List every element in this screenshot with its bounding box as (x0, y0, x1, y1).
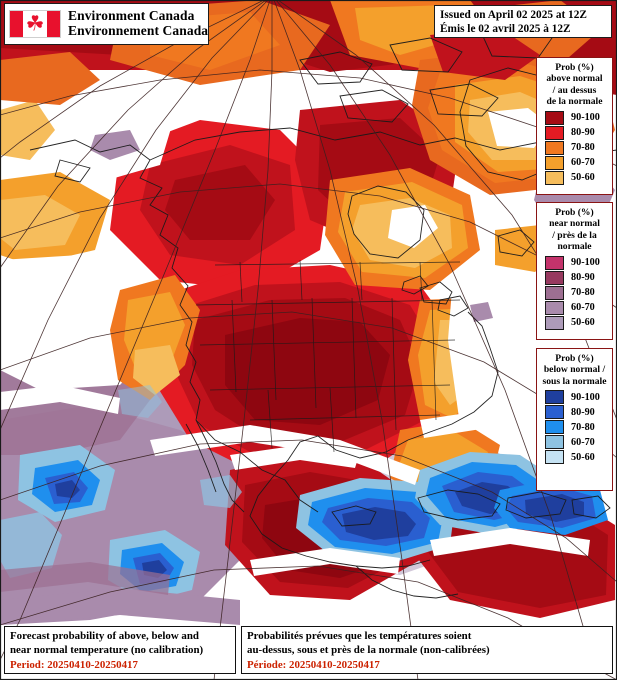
legend-range-label: 90-100 (571, 391, 600, 403)
caption-fr-line1: Probabilités prévues que les température… (247, 630, 472, 642)
state-borders (195, 259, 461, 453)
legend-swatch (545, 110, 564, 125)
legend-row: 70-80 (545, 420, 595, 435)
legend-range-label: 70-80 (571, 287, 595, 299)
maple-leaf-icon: ☘ (25, 11, 45, 36)
legend-row: 60-70 (545, 155, 595, 170)
legend-above-title: Prob (%) above normal / au dessus de la … (542, 62, 607, 107)
legend-above-normal: Prob (%) above normal / au dessus de la … (536, 57, 613, 195)
legend-below-title: Prob (%) below normal / sous la normale (542, 353, 607, 387)
legend-near-title-line-1: near normal (549, 218, 600, 230)
legend-swatch (545, 435, 564, 450)
legend-swatch (545, 420, 564, 435)
caption-en-line1: Forecast probability of above, below and (10, 630, 199, 642)
issued-line-en: Issued on April 02 2025 at 12Z (440, 9, 587, 21)
legend-swatch (545, 300, 564, 315)
legend-row: 60-70 (545, 300, 595, 315)
legend-near-title: Prob (%) near normal / près de la normal… (542, 207, 607, 252)
caption-fr-period: Période: 20250410-20250417 (247, 658, 380, 671)
legend-swatch (545, 140, 564, 155)
legend-row: 50-60 (545, 315, 595, 330)
legend-range-label: 80-90 (571, 127, 595, 139)
legend-row: 80-90 (545, 125, 595, 140)
legend-range-label: 90-100 (571, 112, 600, 124)
legend-swatch (545, 285, 564, 300)
legend-above-rows: 90-100 80-90 70-80 60-70 50-60 (545, 110, 607, 185)
caption-french: Probabilités prévues que les température… (241, 626, 613, 674)
legend-below-title-line-1: below normal / (543, 364, 606, 376)
legend-near-title-line-0: Prob (%) (555, 207, 594, 218)
logo-name-fr: Environnement Canada (68, 23, 209, 38)
legend-swatch (545, 125, 564, 140)
legend-above-title-line-1: above normal (546, 73, 603, 85)
legend-row: 90-100 (545, 255, 600, 270)
legend-row: 80-90 (545, 270, 595, 285)
legend-swatch (545, 155, 564, 170)
legend-row: 50-60 (545, 450, 595, 465)
legend-near-rows: 90-100 80-90 70-80 60-70 50-60 (545, 255, 607, 330)
legend-range-label: 80-90 (571, 406, 595, 418)
caption-en-period: Period: 20250410-20250417 (10, 658, 138, 671)
legend-range-label: 50-60 (571, 172, 595, 184)
legend-row: 60-70 (545, 435, 595, 450)
legend-range-label: 80-90 (571, 272, 595, 284)
legend-swatch (545, 270, 564, 285)
issued-datetime-box: Issued on April 02 2025 at 12Z Émis le 0… (434, 5, 612, 38)
legend-row: 70-80 (545, 285, 595, 300)
legend-above-title-line-2: / au dessus (552, 84, 597, 96)
legend-near-title-line-2: / près de la (552, 229, 597, 241)
canada-flag-icon: ☘ (9, 10, 61, 38)
legend-row: 90-100 (545, 390, 600, 405)
legend-below-title-line-2: sous la normale (542, 375, 607, 387)
legend-swatch (545, 450, 564, 465)
legend-range-label: 60-70 (571, 157, 595, 169)
legend-swatch (545, 390, 564, 405)
legend-range-label: 50-60 (571, 451, 595, 463)
legend-below-title-line-0: Prob (%) (555, 353, 594, 364)
legend-below-rows: 90-100 80-90 70-80 60-70 50-60 (545, 390, 607, 465)
legend-above-title-line-3: de la normale (546, 95, 603, 107)
legend-range-label: 70-80 (571, 421, 595, 433)
caption-fr-line2: au-dessus, sous et près de la normale (n… (247, 644, 490, 657)
flag-right-bar (47, 11, 60, 37)
legend-range-label: 90-100 (571, 257, 600, 269)
legend-swatch (545, 405, 564, 420)
legend-range-label: 70-80 (571, 142, 595, 154)
logo-name-en: Environment Canada (68, 8, 195, 24)
legend-near-title-line-3: normale (557, 240, 592, 252)
legend-row: 70-80 (545, 140, 595, 155)
legend-swatch (545, 255, 564, 270)
legend-row: 80-90 (545, 405, 595, 420)
legend-above-title-line-0: Prob (%) (555, 62, 594, 73)
legend-range-label: 60-70 (571, 436, 595, 448)
issued-line-fr: Émis le 02 avril 2025 à 12Z (440, 23, 571, 36)
caption-english: Forecast probability of above, below and… (4, 626, 236, 674)
legend-row: 90-100 (545, 110, 600, 125)
flag-left-bar (10, 11, 23, 37)
legend-swatch (545, 170, 564, 185)
environment-canada-logo: ☘ Environment Canada Environnement Canad… (4, 3, 209, 45)
legend-range-label: 60-70 (571, 302, 595, 314)
legend-below-normal: Prob (%) below normal / sous la normale … (536, 348, 613, 491)
legend-near-normal: Prob (%) near normal / près de la normal… (536, 202, 613, 340)
legend-swatch (545, 315, 564, 330)
caption-en-line2: near normal temperature (no calibration) (10, 644, 204, 657)
legend-row: 50-60 (545, 170, 595, 185)
legend-range-label: 50-60 (571, 317, 595, 329)
